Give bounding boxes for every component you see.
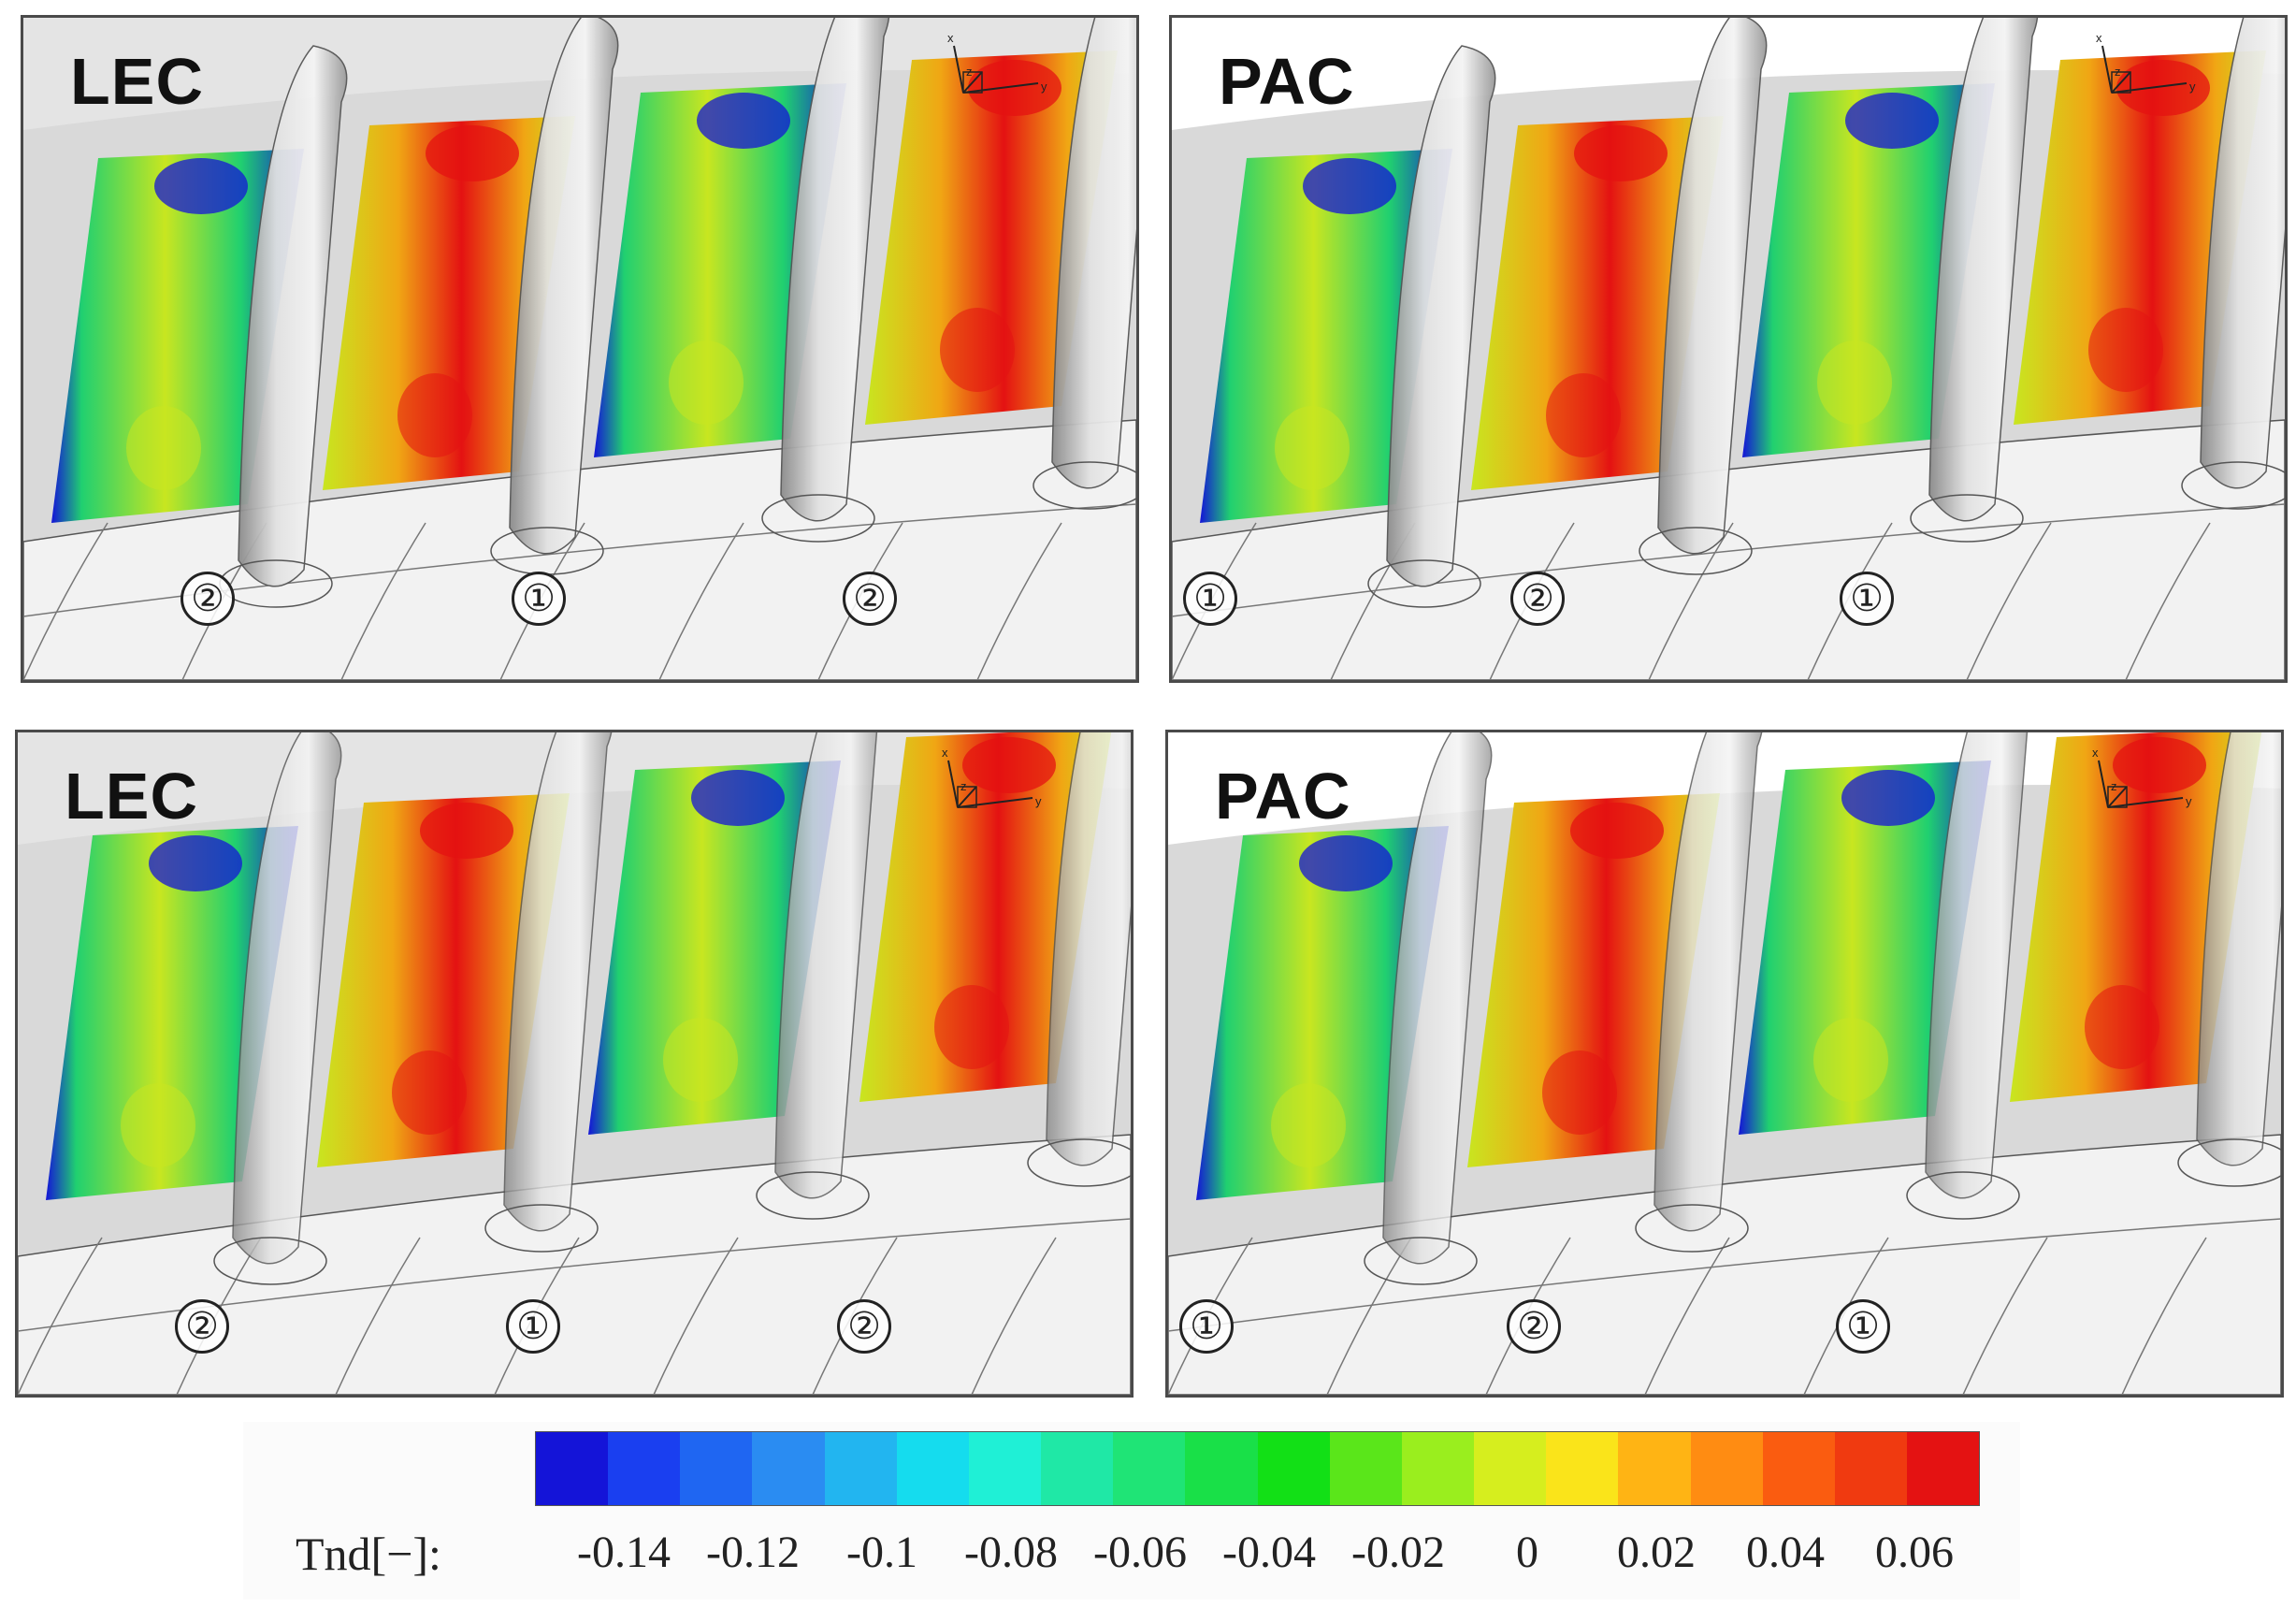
axis-label-x: x: [2096, 31, 2102, 45]
colorbar-segment: [1113, 1432, 1186, 1505]
passage-marker: ①: [506, 1299, 560, 1354]
colorbar-segment: [1546, 1432, 1619, 1505]
contour-plot: [1168, 732, 2281, 1395]
colorbar-segment: [608, 1432, 681, 1505]
axis-label-y: y: [2189, 80, 2196, 94]
passage-marker: ②: [1510, 572, 1565, 626]
passage-marker: ①: [1840, 572, 1894, 626]
colorbar: [535, 1431, 1980, 1506]
colorbar-segment: [1690, 1432, 1763, 1505]
colorbar-tick-label: -0.08: [964, 1528, 1058, 1577]
contour-plot: [1172, 18, 2285, 680]
axis-label-z: z: [2111, 779, 2117, 793]
axis-label-x: x: [947, 31, 954, 45]
colorbar-segment: [1185, 1432, 1258, 1505]
colorbar-tick-label: 0.02: [1617, 1528, 1696, 1577]
passage-marker: ②: [175, 1299, 229, 1354]
colorbar-segment: [1834, 1432, 1907, 1505]
axis-label-y: y: [1035, 794, 1042, 808]
colorbar-segment: [1041, 1432, 1114, 1505]
panel-title: LEC: [70, 45, 204, 118]
axis-label-x: x: [2092, 746, 2099, 760]
passage-marker: ①: [1836, 1299, 1890, 1354]
colorbar-tick-label: 0.04: [1746, 1528, 1825, 1577]
panel-title: LEC: [65, 760, 198, 833]
passage-marker: ②: [843, 572, 897, 626]
axis-triad-icon: [2089, 749, 2211, 833]
axis-triad-icon: [2093, 35, 2215, 119]
colorbar-tick-label: 0: [1516, 1528, 1538, 1577]
colorbar-segment: [1329, 1432, 1402, 1505]
colorbar-segment: [1474, 1432, 1547, 1505]
contour-panel-lec-bottom: x y z LEC ② ① ②: [15, 730, 1134, 1398]
contour-panel-lec-top: x y z LEC ② ① ②: [21, 15, 1139, 683]
colorbar-segment: [1401, 1432, 1475, 1505]
legend-label: Tnd[−]:: [296, 1528, 441, 1580]
colorbar-tick-label: -0.14: [577, 1528, 671, 1577]
contour-panel-pac-bottom: x y z PAC ① ② ①: [1165, 730, 2284, 1398]
colorbar-tick-label: -0.06: [1093, 1528, 1187, 1577]
panel-title: PAC: [1219, 45, 1355, 118]
passage-marker: ①: [1179, 1299, 1234, 1354]
passage-marker: ①: [512, 572, 566, 626]
axis-label-z: z: [960, 779, 967, 793]
colorbar-tick-label: -0.02: [1351, 1528, 1445, 1577]
colorbar-legend: Tnd[−]: -0.14 -0.12 -0.1 -0.08 -0.06 -0.04 -0.…: [243, 1422, 2020, 1600]
axis-label-z: z: [966, 65, 973, 79]
colorbar-segment: [680, 1432, 753, 1505]
contour-panel-pac-top: x y z PAC ① ② ①: [1169, 15, 2288, 683]
colorbar-tick-label: -0.04: [1222, 1528, 1316, 1577]
colorbar-segment: [968, 1432, 1042, 1505]
passage-marker: ①: [1183, 572, 1237, 626]
passage-marker: ②: [837, 1299, 891, 1354]
axis-label-x: x: [942, 746, 948, 760]
colorbar-segment: [824, 1432, 897, 1505]
colorbar-segment: [1257, 1432, 1330, 1505]
axis-label-y: y: [2186, 794, 2192, 808]
colorbar-tick-label: -0.12: [706, 1528, 800, 1577]
colorbar-segment: [752, 1432, 825, 1505]
colorbar-tick-label: 0.06: [1875, 1528, 1954, 1577]
colorbar-segment: [1618, 1432, 1691, 1505]
axis-triad-icon: [945, 35, 1066, 119]
passage-marker: ②: [181, 572, 235, 626]
axis-label-y: y: [1041, 80, 1047, 94]
colorbar-segment: [896, 1432, 969, 1505]
colorbar-segment: [536, 1432, 609, 1505]
panel-title: PAC: [1215, 760, 1351, 833]
axis-label-z: z: [2115, 65, 2121, 79]
colorbar-segment: [1906, 1432, 1980, 1505]
axis-triad-icon: [939, 749, 1061, 833]
colorbar-tick-label: -0.1: [846, 1528, 917, 1577]
passage-marker: ②: [1507, 1299, 1561, 1354]
colorbar-segment: [1762, 1432, 1835, 1505]
